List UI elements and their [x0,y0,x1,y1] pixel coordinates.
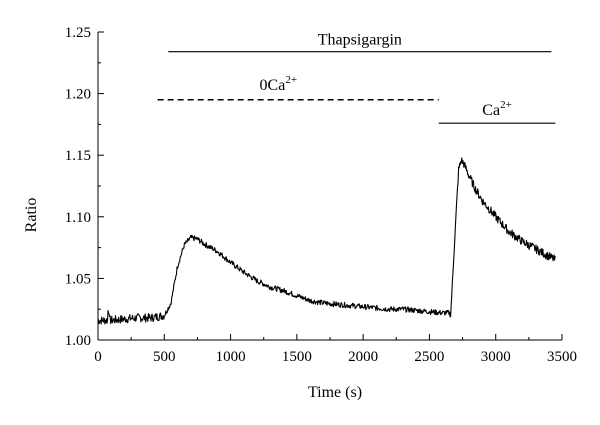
y-tick-label: 1.15 [65,148,91,164]
x-axis-title: Time (s) [308,384,362,401]
annotation-layer: Thapsigargin 0Ca2+ Ca2+ [157,32,556,124]
x-tick-label: 3000 [481,349,511,365]
x-tick-label: 3500 [547,349,577,365]
series-line [97,157,556,325]
x-tick-label: 1500 [282,349,312,365]
x-tick-label: 1000 [216,349,246,365]
y-tick-label: 1.25 [65,25,91,41]
y-tick-label: 1.20 [65,87,91,103]
axes: 0 500 1000 1500 2000 2500 3000 3500 1.00 1.05 1.10… [65,25,577,365]
x-tick-label: 0 [94,349,102,365]
series-layer [97,157,556,325]
y-tick-label: 1.10 [65,210,91,226]
annotation-label: Thapsigargin [318,32,402,49]
annotation-label: Ca2+ [482,99,512,119]
y-axis-title: Ratio [23,198,40,233]
y-tick-label: 1.00 [65,333,91,349]
x-tick-label: 500 [153,349,176,365]
annotation-label: 0Ca2+ [260,74,298,94]
x-tick-label: 2500 [414,349,444,365]
y-tick-label: 1.05 [65,271,91,287]
x-tick-label: 2000 [348,349,378,365]
